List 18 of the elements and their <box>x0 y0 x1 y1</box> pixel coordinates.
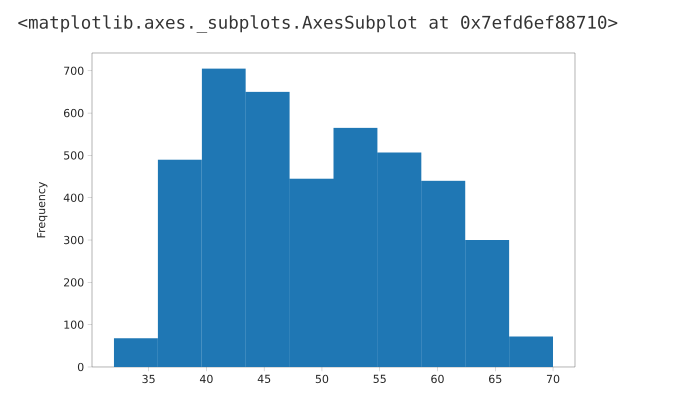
x-tick-label: 40 <box>200 374 213 384</box>
y-tick-label: 500 <box>64 151 84 160</box>
y-tick-label: 600 <box>64 108 84 118</box>
y-tick-label: 100 <box>64 320 84 329</box>
x-tick-label: 70 <box>546 374 560 384</box>
x-tick-label: 45 <box>258 374 270 383</box>
y-axis-title: Frequency <box>37 182 48 238</box>
chart-title: <matplotlib.axes._subplots.AxesSubplot at 0x7efd6ef88710> <box>18 15 618 33</box>
x-tick-label: 65 <box>489 374 502 384</box>
x-tick-label: 50 <box>316 374 328 384</box>
x-tick-label: 60 <box>431 374 444 384</box>
y-tick-label: 200 <box>64 278 84 287</box>
x-tick-label: 55 <box>374 374 386 383</box>
y-tick-label: 0 <box>78 362 84 372</box>
x-tick-label: 35 <box>142 374 155 384</box>
y-tick-label: 700 <box>64 66 84 75</box>
y-tick-label: 400 <box>64 194 84 202</box>
y-tick-label: 300 <box>64 236 84 244</box>
